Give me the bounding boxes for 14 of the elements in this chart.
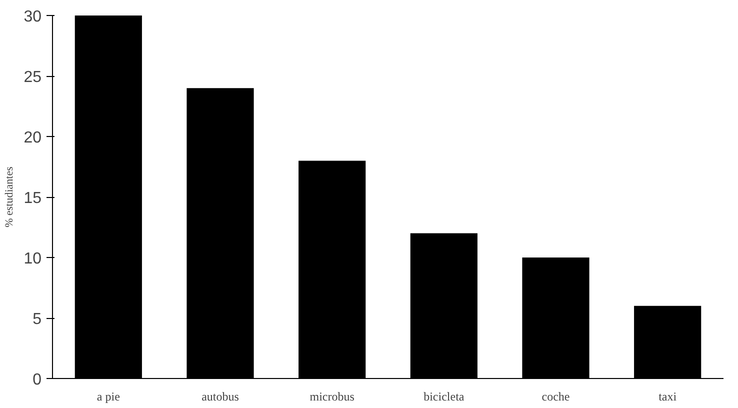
y-tick-label: 0 (32, 372, 42, 388)
y-tick-label: 5 (32, 311, 42, 328)
y-axis-title: % estudiantes (4, 166, 16, 228)
y-tick-label: 25 (24, 69, 42, 86)
x-tick-label: a pie (96, 390, 120, 404)
y-tick-label: 20 (24, 130, 42, 146)
x-tick-label: microbus (310, 390, 355, 404)
y-tick-label: 30 (24, 8, 42, 26)
x-tick-label: bicicleta (424, 390, 465, 404)
x-tick-label: autobus (202, 390, 240, 404)
x-tick-label: coche (542, 390, 570, 404)
y-tick-label: 15 (24, 190, 42, 207)
x-tick-label: taxi (658, 390, 678, 404)
y-tick-label: 10 (24, 250, 42, 268)
